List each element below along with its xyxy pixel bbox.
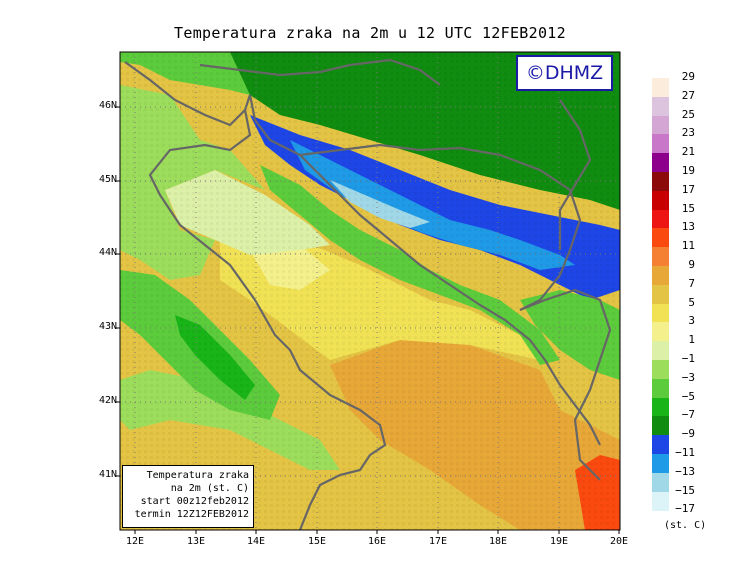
lat-label-42n: 42N [98, 395, 117, 406]
legend-swatch [652, 190, 669, 210]
legend-swatch [652, 96, 669, 116]
lat-label-43n: 43N [98, 321, 117, 332]
info-line-1: Temperatura zraka [146, 470, 249, 481]
legend-swatch [652, 454, 669, 473]
plot-frame [119, 51, 621, 531]
graticule [120, 52, 620, 530]
legend-label: 9 [688, 258, 695, 271]
coastlines-borders [124, 58, 612, 530]
legend-label: −9 [681, 427, 695, 441]
legend-label: 29 [681, 70, 695, 83]
info-line-4: termin 12Z12FEB2012 [134, 509, 249, 520]
bosnia-border [299, 143, 582, 311]
legend-swatch [652, 228, 669, 248]
legend-swatch [652, 284, 669, 304]
legend-swatch [652, 491, 669, 511]
lon-label-14e: 14E [246, 536, 266, 547]
legend-label: 17 [681, 182, 695, 196]
legend-label: 7 [688, 276, 695, 290]
legend-label: −17 [675, 502, 695, 516]
legend-swatch [652, 209, 669, 229]
serbia-border [558, 99, 592, 250]
legend-swatch [652, 435, 669, 455]
lon-label-15e: 15E [307, 536, 327, 547]
legend-label: −5 [681, 389, 695, 403]
temperature-fields [120, 52, 620, 530]
lon-label-20e: 20E [609, 536, 629, 547]
italy-east-coast [124, 61, 387, 530]
legend-swatch [652, 378, 669, 398]
legend-label: 19 [681, 164, 695, 177]
legend-label: 21 [681, 145, 695, 159]
legend-swatch [652, 153, 669, 173]
slovenia-border [199, 58, 441, 86]
legend-swatch [652, 397, 669, 417]
legend-swatch [652, 266, 669, 285]
legend-label: 1 [688, 333, 695, 347]
info-line-3: start 00z12feb2012 [140, 496, 249, 507]
legend-swatch [652, 172, 669, 191]
lat-label-46n: 46N [98, 100, 117, 111]
lat-label-41n: 41N [98, 469, 117, 480]
legend-label: −1 [681, 352, 695, 365]
legend-swatch [652, 115, 669, 135]
legend-swatch [652, 303, 669, 323]
lon-label-18e: 18E [488, 536, 508, 547]
legend-swatch [652, 472, 669, 492]
legend-label: 27 [681, 88, 695, 102]
legend-label: 3 [688, 314, 695, 328]
legend-label: 5 [688, 295, 695, 309]
lat-label-45n: 45N [98, 174, 117, 185]
legend-swatch [652, 134, 669, 154]
lon-label-19e: 19E [549, 536, 569, 547]
legend-swatch [652, 416, 669, 436]
legend-unit: (st. C) [664, 520, 707, 531]
copyright-badge: ©DHMZ [516, 55, 613, 91]
map-title: Temperatura zraka na 2m u 12 UTC 12FEB20… [174, 24, 566, 42]
lon-label-13e: 13E [186, 536, 206, 547]
legend-label: −7 [681, 408, 695, 422]
legend-label: −15 [675, 483, 695, 497]
legend-swatch [652, 341, 669, 361]
legend-label: 23 [681, 126, 695, 140]
info-box: Temperatura zraka na 2m (st. C) start 00… [122, 465, 254, 528]
legend-label: −3 [681, 370, 695, 384]
lon-label-17e: 17E [428, 536, 448, 547]
legend-label: 15 [681, 201, 695, 215]
legend-swatch [652, 78, 669, 97]
legend-swatch [652, 360, 669, 379]
legend-swatch [652, 322, 669, 342]
legend-label: 25 [681, 107, 695, 121]
legend-label: 11 [681, 239, 695, 253]
montenegro-albania-border [519, 288, 612, 481]
lat-label-44n: 44N [98, 247, 117, 258]
croatia-coast [248, 94, 601, 446]
legend-label: 13 [681, 220, 695, 234]
legend-label: −11 [675, 446, 695, 459]
legend-swatch [652, 247, 669, 267]
info-line-2: na 2m (st. C) [170, 483, 249, 494]
axis-ticks [116, 106, 620, 534]
lon-label-12e: 12E [125, 536, 145, 547]
legend-label: −13 [675, 464, 695, 478]
lon-label-16e: 16E [367, 536, 387, 547]
